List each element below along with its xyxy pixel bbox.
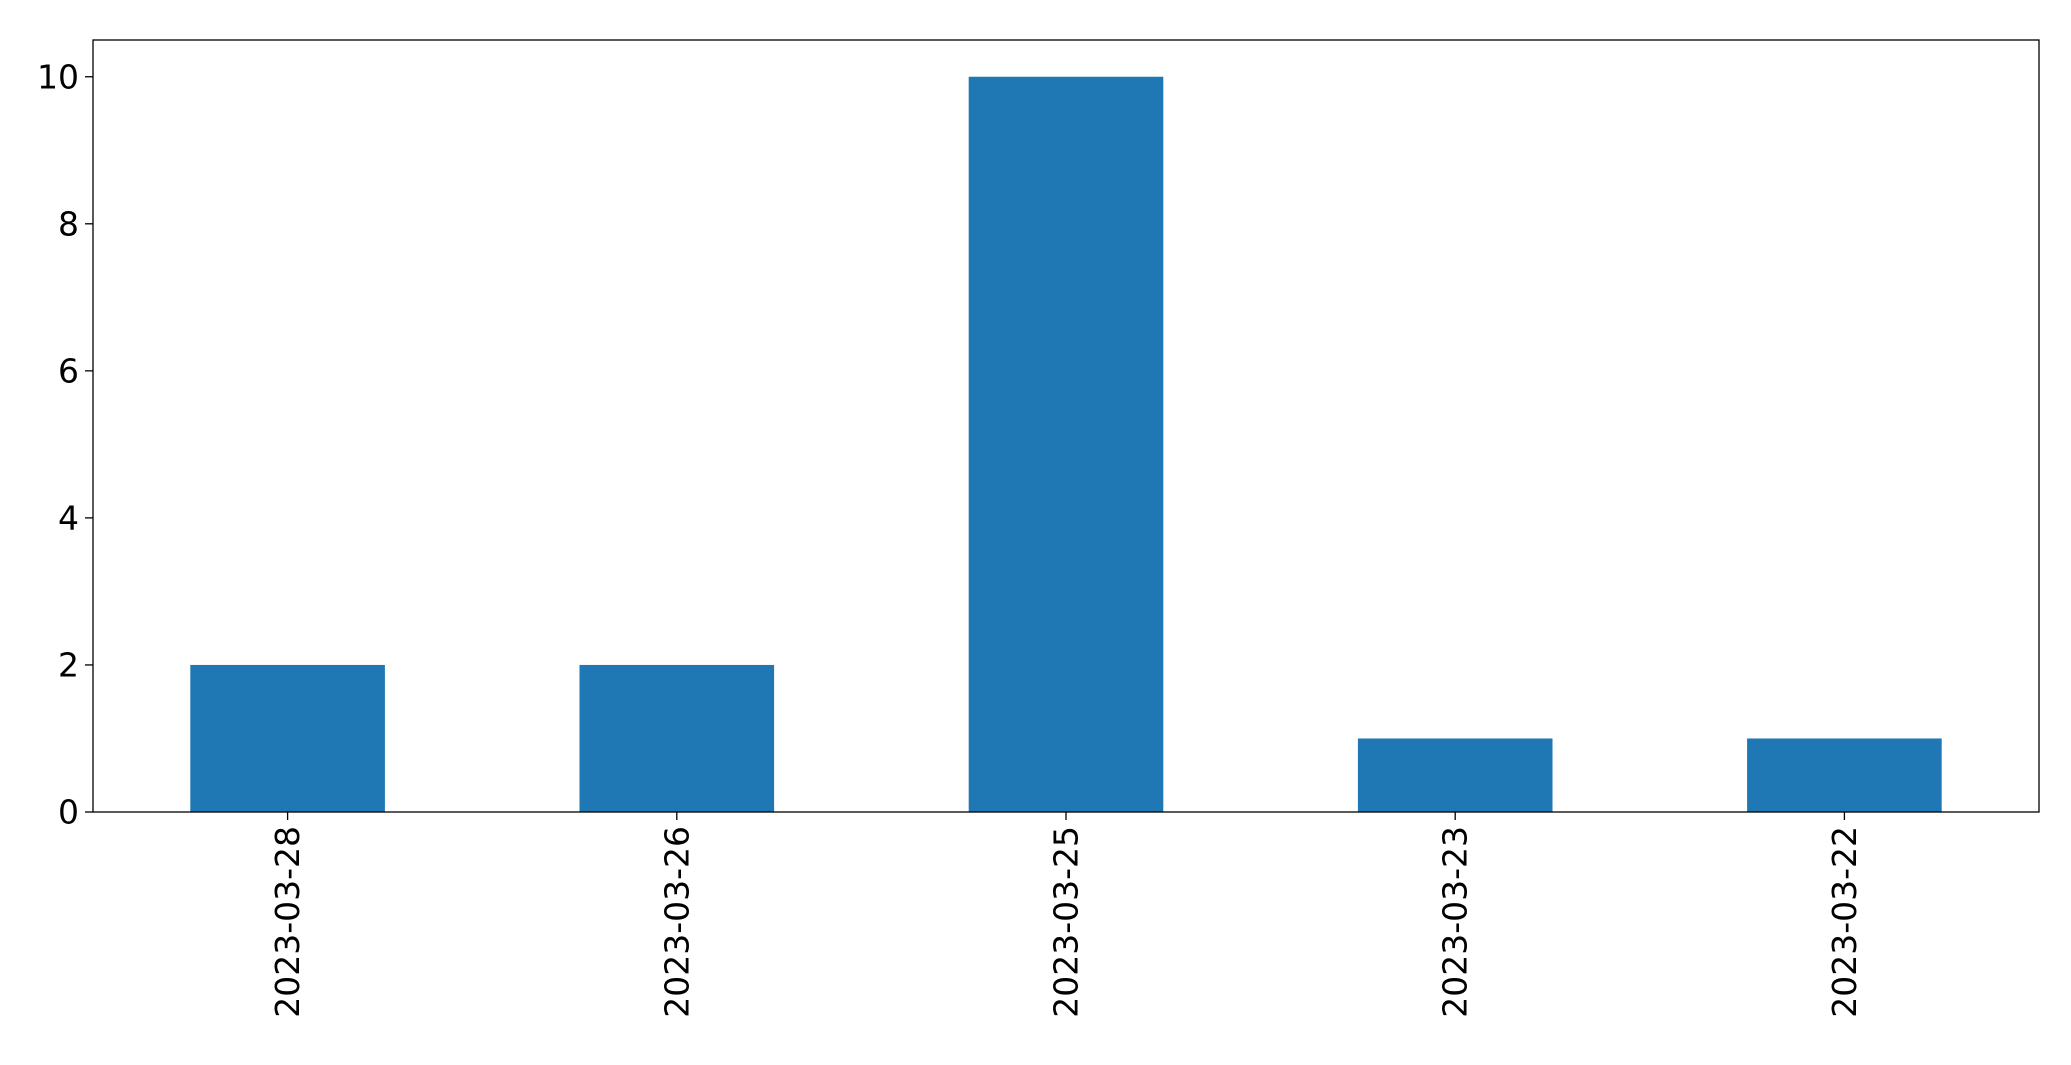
bar <box>190 664 385 812</box>
y-tick-label: 4 <box>58 498 79 537</box>
y-tick-label: 10 <box>37 57 79 96</box>
x-axis: 2023-03-28 2023-03-26 2023-03-25 2023-03-23… <box>268 812 1864 1018</box>
bar <box>1747 738 1942 812</box>
x-tick-label: 2023-03-23 <box>1436 826 1475 1018</box>
x-tick-label: 2023-03-22 <box>1825 826 1864 1018</box>
y-tick-label: 8 <box>58 204 79 243</box>
y-tick-label: 0 <box>58 793 79 832</box>
y-tick-label: 2 <box>58 645 79 684</box>
x-tick-label: 2023-03-26 <box>657 826 696 1018</box>
y-tick-label: 6 <box>58 351 79 390</box>
bar <box>1357 738 1553 812</box>
bar <box>579 664 775 812</box>
bar <box>968 76 1164 812</box>
x-tick-label: 2023-03-25 <box>1047 826 1086 1018</box>
bars-layer <box>190 76 1942 812</box>
x-tick-label: 2023-03-28 <box>268 826 307 1018</box>
y-axis: 0 2 4 6 8 10 <box>37 57 93 832</box>
